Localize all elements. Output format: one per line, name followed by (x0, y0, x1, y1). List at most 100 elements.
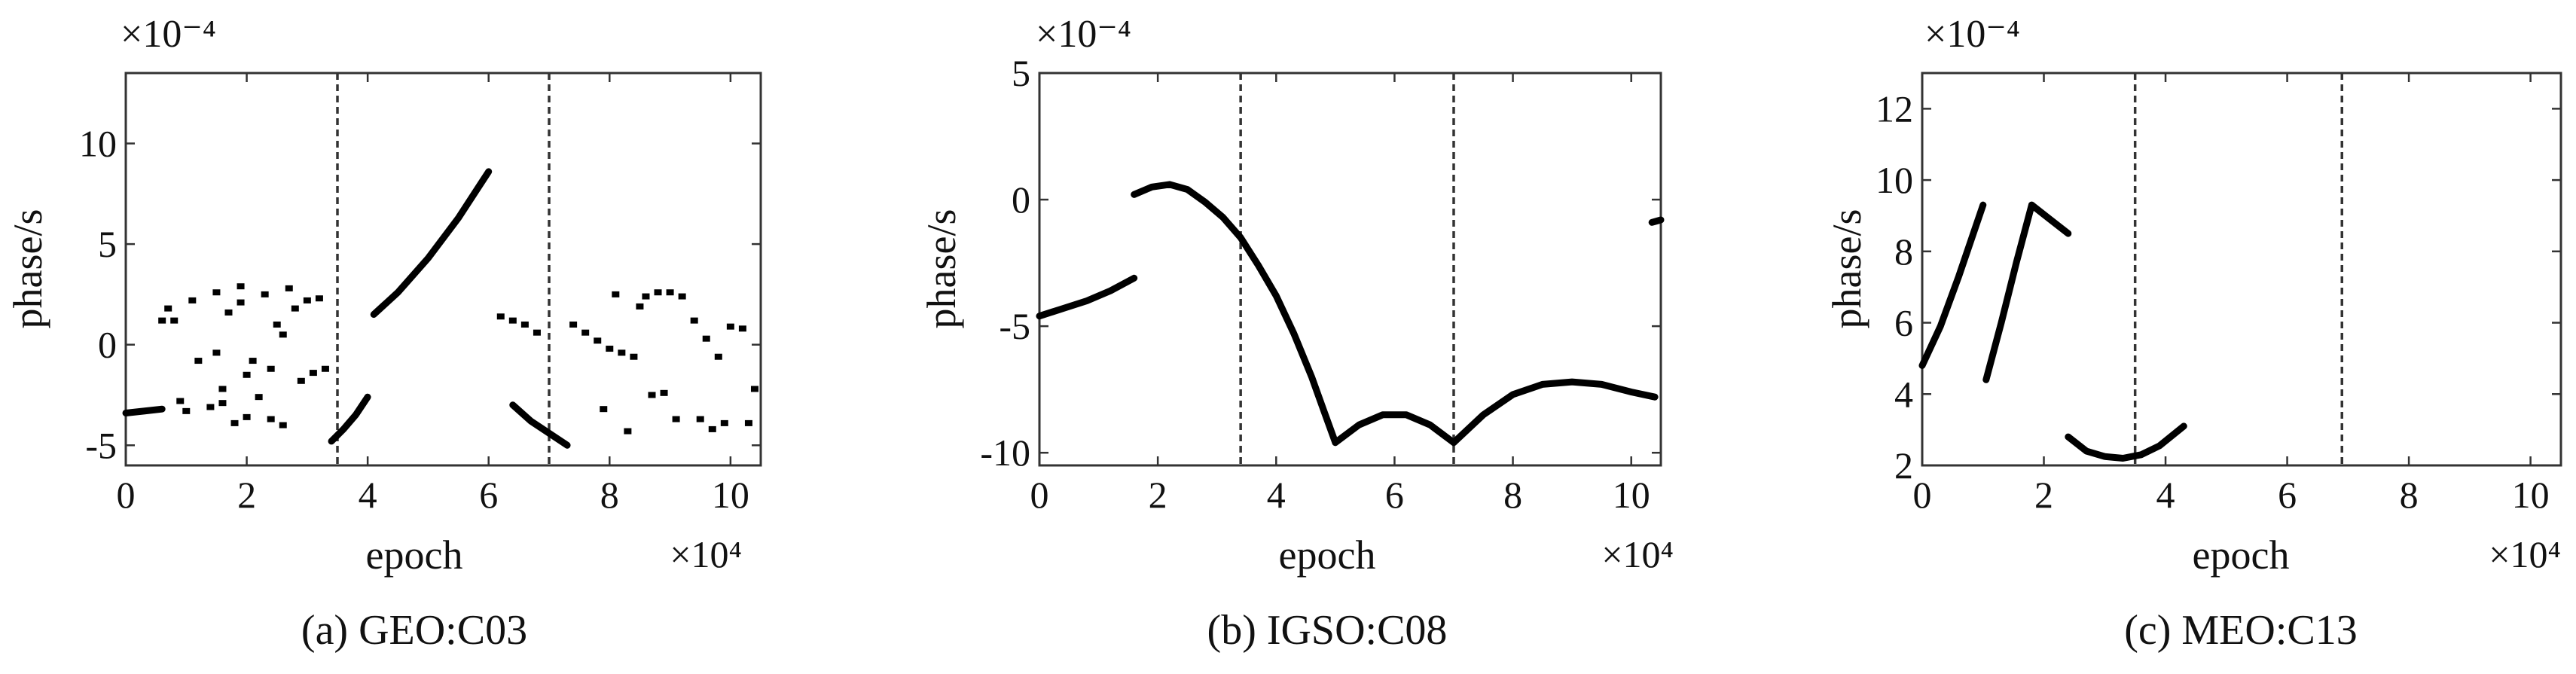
x-tick-label: 4 (2156, 474, 2175, 516)
x-tick-label: 6 (1385, 474, 1404, 516)
data-point (224, 309, 233, 316)
chart-panel-a: ×10⁻⁴ phase/s epoch ×10⁴ (a) GEO:C03 0 2 4… (5, 13, 762, 654)
data-point (654, 289, 662, 296)
y-tick-label: 10 (1876, 159, 1913, 201)
data-point (708, 425, 716, 432)
data-point (267, 416, 275, 422)
panel-caption: (a) GEO:C03 (301, 607, 527, 654)
data-point (170, 317, 179, 324)
series-line-seg1 (1918, 201, 1987, 369)
data-point (273, 321, 281, 328)
data-point (496, 313, 505, 320)
series-line-seg2 (1982, 201, 2035, 383)
x-tick-label: 10 (712, 474, 749, 516)
series-line-seg1 (122, 405, 166, 416)
data-point (230, 419, 239, 426)
x-tick-label: 4 (1267, 474, 1286, 516)
data-point (206, 404, 215, 410)
x-tick-label: 10 (1613, 474, 1650, 516)
x-tick-label: 6 (479, 474, 498, 516)
x-exponent-label: ×10⁴ (1601, 533, 1674, 575)
data-point (243, 371, 251, 378)
x-axis-label: epoch (1279, 532, 1376, 578)
data-point (690, 317, 698, 324)
data-point (188, 297, 197, 303)
data-point (508, 317, 517, 324)
data-point (678, 293, 686, 300)
y-tick-label: 5 (98, 223, 117, 265)
data-point (702, 335, 710, 342)
data-point (624, 428, 632, 435)
x-tick-label: 0 (1913, 474, 1932, 516)
data-point (303, 297, 311, 303)
x-axis-label: epoch (366, 532, 463, 578)
data-point (726, 323, 734, 330)
series-line-seg2 (1131, 181, 1339, 447)
data-point (243, 413, 251, 420)
y-exponent-label: ×10⁻⁴ (1036, 13, 1131, 56)
y-tick-label: 8 (1894, 230, 1913, 273)
y-tick-label: 6 (1894, 302, 1913, 344)
data-point (738, 325, 746, 332)
data-point (642, 293, 650, 300)
y-tick-label: 12 (1876, 87, 1913, 130)
data-point (176, 398, 185, 404)
data-point (261, 291, 269, 297)
series-line-seg4 (2065, 422, 2187, 462)
y-axis-label: phase/s (1824, 209, 1869, 329)
data-point (569, 321, 578, 328)
series-line-seg3 (2028, 201, 2072, 237)
data-point (750, 386, 758, 392)
data-point (581, 329, 590, 336)
series-line-seg3 (370, 168, 493, 319)
data-point (666, 289, 674, 296)
data-point (315, 295, 323, 302)
series-line-seg1 (1036, 274, 1138, 320)
x-tick-label: 2 (1149, 474, 1167, 516)
plot-frame (124, 72, 762, 467)
series-line-seg5 (1648, 216, 1665, 226)
data-point (321, 365, 329, 372)
data-point (520, 321, 529, 328)
data-point (279, 422, 287, 428)
data-point (672, 416, 680, 422)
data-point (606, 346, 614, 352)
y-exponent-label: ×10⁻⁴ (1924, 13, 2020, 56)
y-tick-label: -10 (980, 432, 1030, 474)
y-tick-label: -5 (999, 305, 1030, 347)
y-tick-label: 2 (1894, 444, 1913, 486)
data-point (249, 358, 257, 364)
plot-frame (1921, 72, 2562, 467)
data-point (237, 283, 245, 290)
x-tick-label: 8 (600, 474, 619, 516)
data-point (297, 377, 305, 384)
data-point (255, 394, 263, 401)
data-point (218, 400, 227, 407)
data-point (636, 303, 644, 310)
data-point (612, 291, 620, 297)
panel-caption: (b) IGSO:C08 (1207, 607, 1448, 654)
series-line-seg4 (1450, 378, 1659, 447)
series-line-seg2 (328, 393, 371, 445)
data-point (237, 299, 245, 306)
x-tick-label: 2 (2034, 474, 2053, 516)
data-point (720, 419, 728, 426)
data-point (267, 365, 275, 372)
data-point (648, 392, 656, 398)
data-point (212, 349, 221, 356)
y-tick-label: 5 (1012, 52, 1030, 94)
x-tick-label: 2 (237, 474, 256, 516)
data-point (194, 358, 203, 364)
panel-caption: (c) MEO:C13 (2124, 607, 2358, 654)
data-point (533, 329, 541, 336)
data-point (696, 416, 704, 422)
data-point (714, 353, 722, 360)
y-axis-label: phase/s (919, 209, 964, 329)
y-tick-label: 10 (79, 123, 117, 165)
data-point (285, 285, 293, 291)
data-point (291, 305, 299, 312)
data-point (594, 337, 602, 344)
y-tick-label: 0 (1012, 178, 1030, 221)
x-tick-label: 0 (1030, 474, 1049, 516)
